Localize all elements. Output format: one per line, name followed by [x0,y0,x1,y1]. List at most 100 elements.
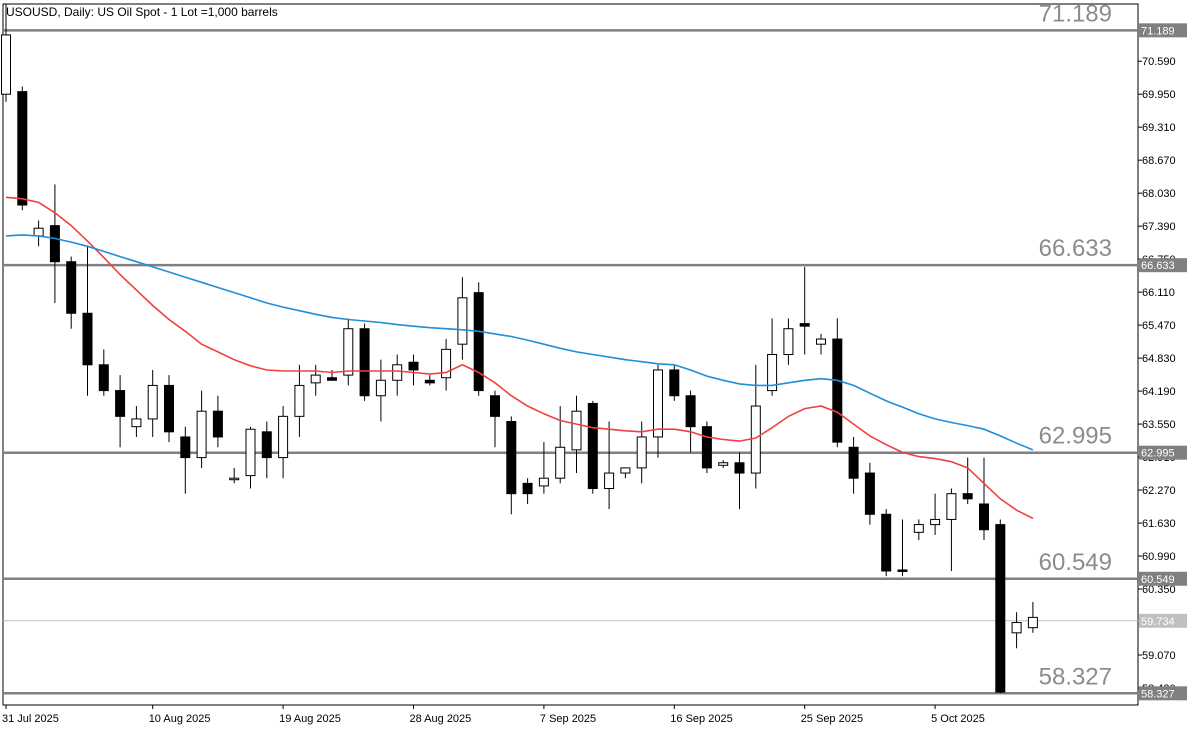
level-lines [3,29,1138,695]
time-axis: 31 Jul 2025 10 Aug 2025 19 Aug 2025 28 Aug … [2,705,985,725]
candle-body [441,348,452,379]
bid-price-tag-label: 59.734 [1141,616,1175,628]
candle-body [734,462,745,474]
plot-border [2,3,1139,706]
time-tick-label: 28 Aug 2025 [410,713,472,725]
candle-body [147,384,158,420]
time-tick-label: 10 Aug 2025 [149,713,211,725]
candle-body [49,225,60,263]
time-tick-label: 25 Sep 2025 [801,713,863,725]
candle-body [424,379,435,384]
candle-body [343,328,354,376]
candle-body [310,374,321,384]
level-price-tag [1139,686,1187,701]
price-tick-label: 66.110 [1142,287,1175,299]
candle-body [115,390,126,417]
candle-body [571,410,582,451]
time-tick-label: 16 Sep 2025 [670,713,732,725]
candle-body [587,402,598,490]
time-tick-label: 5 Oct 2025 [931,713,985,725]
candle-body [522,482,533,495]
level-price-tag [1139,258,1187,273]
level-price-tag-label: 62.995 [1141,448,1175,460]
candle-body [33,227,44,237]
price-tick-label: 61.630 [1142,518,1176,530]
price-tick-label: 62.270 [1142,485,1176,497]
candle-body [66,261,77,314]
candle-body [1011,622,1022,634]
time-tick-label: 19 Aug 2025 [279,713,341,725]
level-value-label: 58.327 [1039,663,1112,690]
candle-body [995,524,1006,693]
candle-body [490,395,500,417]
candle-body [669,369,680,397]
level-labels: 71.189 66.633 62.995 60.549 58.327 [1039,0,1112,690]
candle-body [1,34,11,95]
price-tick-label: 64.190 [1142,386,1176,398]
candle-body [750,405,761,474]
candle-body [294,384,305,417]
candle-body [555,446,566,479]
plot-frame [2,3,1139,706]
candle-body [164,384,174,433]
bid-price-tag [1139,613,1187,628]
price-tick-label: 69.310 [1142,122,1176,134]
candle-body [620,467,631,474]
candle-body [473,292,484,392]
level-price-tag [1139,445,1187,460]
candle-body [375,379,386,397]
price-tick-label: 60.990 [1142,551,1176,563]
candle-body [832,338,843,443]
candle-body [327,377,337,381]
candle-body [946,493,957,520]
ma-slow-line [5,234,1034,451]
candle-body [180,436,191,459]
candle-body [538,477,549,487]
candle-body [245,428,256,477]
level-price-tag-label: 60.549 [1141,574,1175,586]
level-value-label: 62.995 [1039,423,1112,450]
price-tick-label: 70.590 [1142,56,1176,68]
level-price-tag [1139,571,1187,586]
candle-body [408,361,419,371]
price-tick-label: 69.950 [1142,89,1176,101]
candle-body [457,297,468,345]
level-price-tag-label: 71.189 [1141,25,1175,37]
time-tick-label: 31 Jul 2025 [2,713,59,725]
candles [1,4,1038,694]
time-tick-label: 7 Sep 2025 [540,713,596,725]
candle-body [962,493,973,500]
ma-fast-line [5,196,1034,520]
candle-body [196,410,207,459]
candle-body [229,477,240,481]
candle-body [783,328,794,355]
candle-body [701,426,712,469]
candle-body [506,421,517,495]
price-tick-label: 59.070 [1142,650,1176,662]
price-tick-label: 63.550 [1142,419,1176,431]
price-tick-label: 68.030 [1142,188,1176,200]
level-value-label: 71.189 [1039,0,1112,27]
level-price-tag-label: 66.633 [1141,260,1175,272]
candle-body [767,354,778,392]
candle-body [897,569,908,572]
candle-body [17,91,28,206]
candle-body [881,513,892,572]
candle-body [685,395,696,428]
price-tick-label: 64.830 [1142,353,1176,365]
candle-body [930,518,941,526]
price-tick-label: 65.470 [1142,320,1176,332]
candle-body [131,418,142,428]
candle-body [98,364,109,392]
candle-body [212,410,223,438]
candle-body [82,312,93,366]
candle-body [848,446,859,479]
candle-body [653,369,663,438]
candle-body [359,328,370,397]
candle-body [979,503,989,531]
level-price-tag-label: 58.327 [1141,688,1175,700]
moving-averages [5,196,1034,520]
candle-body [392,364,403,381]
